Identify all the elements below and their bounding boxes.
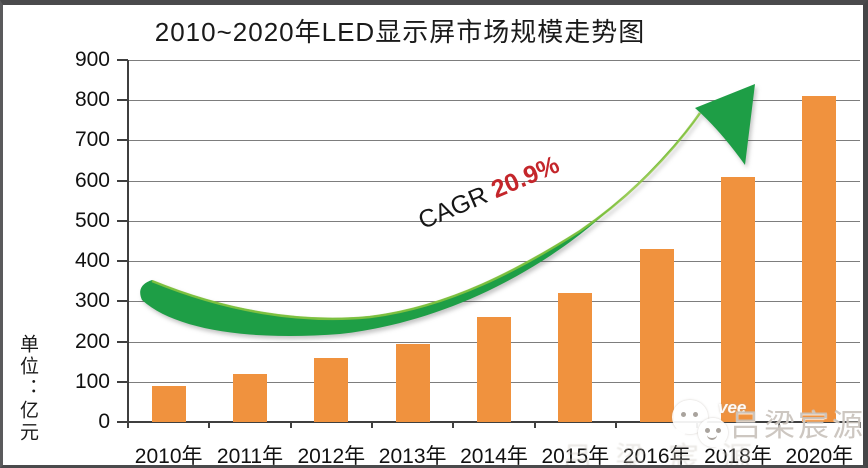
y-axis-tick [117, 179, 128, 182]
gridline-500 [128, 220, 860, 222]
bar-2012年 [314, 357, 349, 422]
bar-2016年 [639, 249, 674, 422]
x-axis-tick [127, 422, 129, 428]
y-axis-tick-label: 900 [74, 48, 110, 71]
y-axis-tick-label: 600 [74, 168, 110, 192]
y-axis-tick-label: 100 [74, 369, 110, 393]
y-axis-tick [117, 260, 128, 263]
bar-2013年 [395, 343, 430, 422]
x-axis-label-2014年: 2014年 [460, 445, 528, 468]
x-axis-tick [452, 422, 455, 428]
y-axis-tick [117, 340, 128, 343]
y-axis-tick [117, 380, 128, 383]
arrowhead-icon [695, 84, 755, 165]
y-axis-tick-label: 300 [74, 289, 110, 313]
x-axis-label-2016年: 2016年 [622, 445, 691, 468]
x-axis-label-2015年: 2015年 [541, 445, 610, 468]
y-axis-tick [117, 59, 128, 61]
x-axis-tick [289, 422, 292, 428]
arrow-swoosh-highlight [151, 112, 702, 321]
y-axis-tick-label: 700 [74, 128, 110, 152]
x-axis-label-2010年: 2010年 [134, 445, 203, 468]
gridline-400 [128, 261, 860, 263]
bar-2014年 [477, 317, 511, 422]
y-axis-tick-label: 0 [98, 410, 110, 433]
y-axis-tick [117, 300, 128, 303]
x-axis-tick [859, 422, 861, 428]
x-axis-tick [777, 422, 780, 428]
gridline-600 [128, 180, 860, 182]
y-axis-tick-label: 800 [74, 88, 110, 112]
gridline-800 [128, 100, 860, 102]
y-axis-unit-label: 单位：亿元 [17, 334, 38, 444]
x-axis-tick [371, 422, 373, 428]
y-axis-tick-label: 200 [74, 329, 110, 353]
x-axis-tick [615, 422, 617, 428]
bar-2015年 [558, 293, 593, 422]
y-axis-tick [117, 99, 128, 102]
x-axis-tick [208, 422, 211, 428]
gridline-900 [128, 60, 860, 61]
x-axis-tick [533, 422, 536, 428]
x-axis-label-2020年: 2020年 [785, 445, 854, 468]
bar-2020年 [802, 96, 837, 422]
x-axis-line [127, 421, 860, 423]
x-axis-label-2011年: 2011年 [216, 445, 284, 468]
y-axis-tick [117, 219, 128, 222]
y-axis-line [127, 60, 129, 428]
y-axis-tick-label: 400 [74, 249, 110, 273]
y-axis-tick-label: 500 [74, 208, 110, 232]
bar-2010年 [151, 385, 186, 422]
y-axis-tick [117, 421, 128, 423]
x-axis-label-2013年: 2013年 [378, 445, 447, 468]
gridline-300 [128, 301, 860, 303]
bar-2011年 [233, 373, 267, 422]
y-axis-tick [117, 139, 128, 142]
x-axis-label-2012年: 2012年 [297, 445, 366, 468]
chart-title: 2010~2020年LED显示屏市场规模走势图 [154, 17, 646, 47]
bar-2018年 [721, 176, 755, 422]
gridline-700 [128, 140, 860, 142]
